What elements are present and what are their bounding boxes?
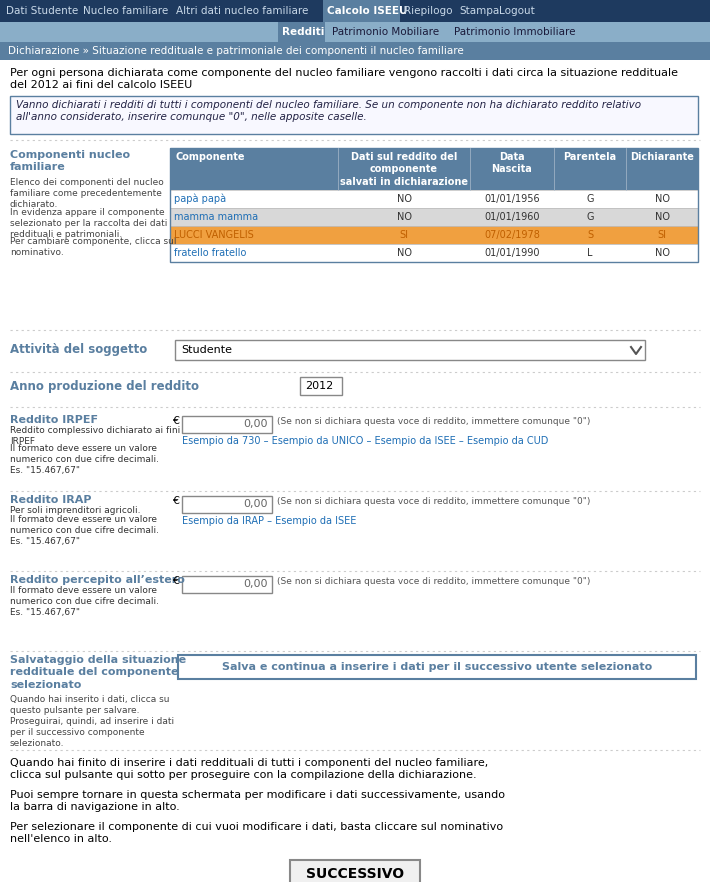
Text: Per selezionare il componente di cui vuoi modificare i dati, basta cliccare sul : Per selezionare il componente di cui vuo…: [10, 822, 503, 832]
Text: Riepilogo: Riepilogo: [404, 6, 452, 16]
Text: (Se non si dichiara questa voce di reddito, immettere comunque "0"): (Se non si dichiara questa voce di reddi…: [277, 417, 591, 426]
Text: NO: NO: [396, 212, 412, 222]
Text: fratello fratello: fratello fratello: [174, 248, 246, 258]
Text: NO: NO: [655, 194, 670, 204]
Bar: [0, 42, 710, 60]
Text: 0,00: 0,00: [244, 579, 268, 589]
Text: Redditi: Redditi: [282, 27, 324, 37]
Text: Reddito IRAP: Reddito IRAP: [10, 495, 92, 505]
Text: Salva e continua a inserire i dati per il successivo utente selezionato: Salva e continua a inserire i dati per i…: [222, 662, 652, 672]
Text: S: S: [587, 230, 593, 240]
Text: 01/01/1990: 01/01/1990: [484, 248, 540, 258]
Bar: [170, 190, 698, 208]
Text: €: €: [172, 576, 179, 586]
Text: In evidenza appare il componente
selezionato per la raccolta dei dati
reddituali: In evidenza appare il componente selezio…: [10, 208, 168, 239]
Text: Salvataggio della situazione
reddituale del componente
selezionato: Salvataggio della situazione reddituale …: [10, 655, 186, 690]
Text: (Se non si dichiara questa voce di reddito, immettere comunque "0"): (Se non si dichiara questa voce di reddi…: [277, 577, 591, 586]
Text: Logout: Logout: [499, 6, 535, 16]
Text: 0,00: 0,00: [244, 419, 268, 429]
Text: Puoi sempre tornare in questa schermata per modificare i dati successivamente, u: Puoi sempre tornare in questa schermata …: [10, 790, 505, 800]
Bar: [182, 416, 272, 433]
Text: €: €: [172, 496, 179, 506]
Text: Calcolo ISEEU: Calcolo ISEEU: [327, 6, 408, 16]
Text: Quando hai finito di inserire i dati reddituali di tutti i componenti del nucleo: Quando hai finito di inserire i dati red…: [10, 758, 488, 768]
Text: Quando hai inserito i dati, clicca su
questo pulsante per salvare.
Proseguirai, : Quando hai inserito i dati, clicca su qu…: [10, 695, 174, 749]
Text: del 2012 ai fini del calcolo ISEEU: del 2012 ai fini del calcolo ISEEU: [10, 80, 192, 90]
Text: Componente: Componente: [175, 152, 244, 162]
Text: Il formato deve essere un valore
numerico con due cifre decimali.
Es. "15.467,67: Il formato deve essere un valore numeric…: [10, 586, 159, 617]
Text: Il formato deve essere un valore
numerico con due cifre decimali.
Es. "15.467,67: Il formato deve essere un valore numeric…: [10, 444, 159, 475]
Text: NO: NO: [655, 248, 670, 258]
Text: Vanno dichiarati i redditi di tutti i componenti del nucleo familiare. Se un com: Vanno dichiarati i redditi di tutti i co…: [16, 100, 641, 110]
Text: Reddito complessivo dichiarato ai fini
IRPEF: Reddito complessivo dichiarato ai fini I…: [10, 426, 180, 446]
Text: Altri dati nucleo familiare: Altri dati nucleo familiare: [175, 6, 308, 16]
Text: nell'elenco in alto.: nell'elenco in alto.: [10, 834, 112, 844]
Text: Elenco dei componenti del nucleo
familiare come precedentemente
dichiarato.: Elenco dei componenti del nucleo familia…: [10, 178, 164, 209]
Text: Per cambiare componente, clicca sul
nominativo.: Per cambiare componente, clicca sul nomi…: [10, 237, 177, 257]
Bar: [0, 0, 710, 22]
Text: Esempio da 730 – Esempio da UNICO – Esempio da ISEE – Esempio da CUD: Esempio da 730 – Esempio da UNICO – Esem…: [182, 436, 548, 446]
Text: Attività del soggetto: Attività del soggetto: [10, 343, 147, 356]
Bar: [175, 340, 645, 360]
Bar: [290, 860, 420, 882]
Bar: [170, 148, 698, 190]
Text: Dati sul reddito del
componente
salvati in dichiarazione: Dati sul reddito del componente salvati …: [340, 152, 468, 187]
Text: G: G: [586, 194, 594, 204]
Text: all'anno considerato, inserire comunque "0", nelle apposite caselle.: all'anno considerato, inserire comunque …: [16, 112, 367, 122]
Text: mamma mamma: mamma mamma: [174, 212, 258, 222]
Text: 07/02/1978: 07/02/1978: [484, 230, 540, 240]
Text: papà papà: papà papà: [174, 194, 226, 205]
Text: Per ogni persona dichiarata come componente del nucleo familiare vengono raccolt: Per ogni persona dichiarata come compone…: [10, 68, 678, 78]
Text: NO: NO: [396, 194, 412, 204]
Text: Reddito IRPEF: Reddito IRPEF: [10, 415, 98, 425]
Text: SUCCESSIVO: SUCCESSIVO: [306, 867, 404, 881]
Bar: [170, 208, 698, 226]
Text: clicca sul pulsante qui sotto per proseguire con la compilazione della dichiaraz: clicca sul pulsante qui sotto per proseg…: [10, 770, 476, 780]
Text: NO: NO: [396, 248, 412, 258]
Bar: [300, 377, 342, 395]
Bar: [323, 0, 400, 22]
Text: G: G: [586, 212, 594, 222]
Text: Componenti nucleo
familiare: Componenti nucleo familiare: [10, 150, 130, 172]
Bar: [182, 576, 272, 593]
Text: Dichiarazione » Situazione reddituale e patrimoniale dei componenti il nucleo fa: Dichiarazione » Situazione reddituale e …: [8, 46, 464, 56]
Bar: [10, 96, 698, 134]
Text: Esempio da IRAP – Esempio da ISEE: Esempio da IRAP – Esempio da ISEE: [182, 516, 356, 526]
Bar: [170, 226, 698, 244]
Text: Data
Nascita: Data Nascita: [491, 152, 532, 175]
Text: 01/01/1956: 01/01/1956: [484, 194, 540, 204]
Text: Dichiarante: Dichiarante: [630, 152, 694, 162]
Bar: [178, 655, 696, 679]
Text: Nucleo familiare: Nucleo familiare: [83, 6, 168, 16]
Bar: [170, 244, 698, 262]
Text: (Se non si dichiara questa voce di reddito, immettere comunque "0"): (Se non si dichiara questa voce di reddi…: [277, 497, 591, 506]
Text: Patrimonio Immobiliare: Patrimonio Immobiliare: [454, 27, 576, 37]
Text: Anno produzione del reddito: Anno produzione del reddito: [10, 380, 199, 393]
Text: SI: SI: [400, 230, 408, 240]
Text: Reddito percepito all’estero: Reddito percepito all’estero: [10, 575, 185, 585]
Bar: [170, 148, 698, 262]
Text: NO: NO: [655, 212, 670, 222]
Text: 01/01/1960: 01/01/1960: [484, 212, 540, 222]
Text: Il formato deve essere un valore
numerico con due cifre decimali.
Es. "15.467,67: Il formato deve essere un valore numeric…: [10, 515, 159, 546]
Text: SI: SI: [657, 230, 667, 240]
Text: la barra di navigazione in alto.: la barra di navigazione in alto.: [10, 802, 180, 812]
Text: Studente: Studente: [181, 345, 232, 355]
Text: L: L: [587, 248, 593, 258]
Text: 2012: 2012: [305, 381, 333, 391]
Text: €: €: [172, 416, 179, 426]
Text: 0,00: 0,00: [244, 499, 268, 509]
Bar: [0, 22, 710, 42]
Text: Parentela: Parentela: [564, 152, 616, 162]
Text: Dati Studente: Dati Studente: [6, 6, 78, 16]
Text: Per soli imprenditori agricoli.: Per soli imprenditori agricoli.: [10, 506, 141, 515]
Bar: [182, 496, 272, 513]
Bar: [278, 22, 324, 42]
Text: Patrimonio Mobiliare: Patrimonio Mobiliare: [332, 27, 439, 37]
Text: Stampa: Stampa: [459, 6, 500, 16]
Text: LUCCI VANGELIS: LUCCI VANGELIS: [174, 230, 253, 240]
